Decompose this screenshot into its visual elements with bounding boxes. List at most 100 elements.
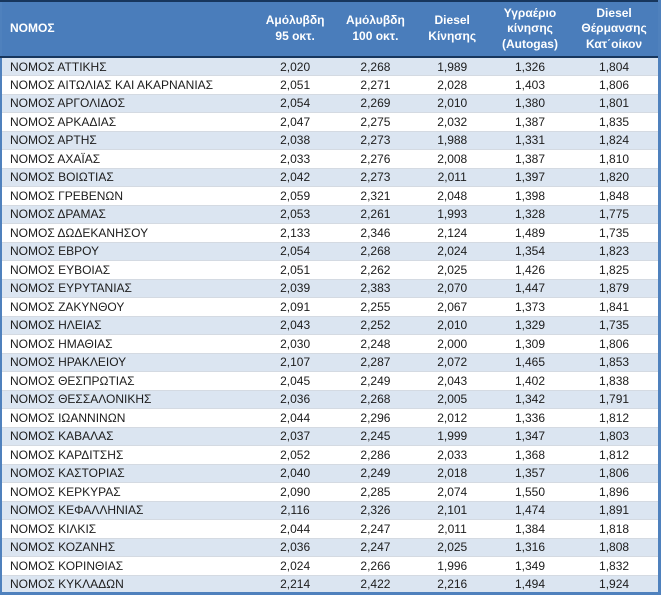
price-cell: 2,048 [414,186,490,206]
prefecture-name: ΝΟΜΟΣ ΙΩΑΝΝΙΝΩΝ [1,408,254,428]
price-cell: 2,266 [336,556,415,576]
table-body: ΝΟΜΟΣ ΑΤΤΙΚΗΣ 2,020 2,268 1,989 1,326 1,804 ΝΟ… [1,57,660,594]
price-cell: 1,380 [489,94,571,113]
table-row: ΝΟΜΟΣ ΕΒΡΟΥ 2,054 2,268 2,024 1,354 1,823 [1,242,660,261]
price-cell: 2,025 [414,538,490,557]
price-cell: 2,124 [414,223,490,243]
price-cell: 2,273 [336,131,415,150]
price-cell: 1,993 [414,205,490,224]
price-cell: 2,276 [336,149,415,169]
price-cell: 2,043 [253,316,337,335]
price-cell: 2,216 [414,575,490,594]
table-row: ΝΟΜΟΣ ΑΤΤΙΚΗΣ 2,020 2,268 1,989 1,326 1,804 [1,57,660,76]
price-cell: 1,489 [489,223,571,243]
price-cell: 2,214 [253,575,337,594]
price-cell: 1,823 [570,242,660,261]
price-cell: 2,025 [414,260,490,280]
price-cell: 1,384 [489,519,571,539]
table-row: ΝΟΜΟΣ ΖΑΚΥΝΘΟΥ 2,091 2,255 2,067 1,373 1,841 [1,297,660,317]
price-cell: 2,248 [336,334,415,354]
price-cell: 2,012 [414,408,490,428]
price-cell: 1,835 [570,112,660,132]
table-row: ΝΟΜΟΣ ΑΡΓΟΛΙΔΟΣ 2,054 2,269 2,010 1,380 1,801 [1,94,660,113]
table-row: ΝΟΜΟΣ ΗΛΕΙΑΣ 2,043 2,252 2,010 1,329 1,735 [1,316,660,335]
table-row: ΝΟΜΟΣ ΘΕΣΣΑΛΟΝΙΚΗΣ 2,036 2,268 2,005 1,342 1,… [1,390,660,409]
price-cell: 1,735 [570,223,660,243]
price-cell: 1,331 [489,131,571,150]
price-cell: 2,346 [336,223,415,243]
price-cell: 1,818 [570,519,660,539]
price-cell: 2,273 [336,168,415,187]
price-cell: 1,368 [489,445,571,465]
price-cell: 2,024 [414,242,490,261]
price-cell: 2,000 [414,334,490,354]
table-row: ΝΟΜΟΣ ΚΥΚΛΑΔΩΝ 2,214 2,422 2,216 1,494 1,924 [1,575,660,594]
column-header-5: Diesel Θέρμανσης Κατ΄οίκον [570,1,660,58]
price-cell: 2,285 [336,482,415,502]
table-row: ΝΟΜΟΣ ΚΑΒΑΛΑΣ 2,037 2,245 1,999 1,347 1,803 [1,427,660,446]
price-cell: 2,054 [253,242,337,261]
price-cell: 1,824 [570,131,660,150]
price-cell: 1,775 [570,205,660,224]
table-row: ΝΟΜΟΣ ΕΥΒΟΙΑΣ 2,051 2,262 2,025 1,426 1,825 [1,260,660,280]
price-cell: 2,052 [253,445,337,465]
price-cell: 2,252 [336,316,415,335]
table-row: ΝΟΜΟΣ ΔΡΑΜΑΣ 2,053 2,261 1,993 1,328 1,775 [1,205,660,224]
price-cell: 1,402 [489,371,571,391]
table-row: ΝΟΜΟΣ ΚΑΣΤΟΡΙΑΣ 2,040 2,249 2,018 1,357 1,806 [1,464,660,483]
price-cell: 1,342 [489,390,571,409]
price-cell: 2,261 [336,205,415,224]
table-row: ΝΟΜΟΣ ΙΩΑΝΝΙΝΩΝ 2,044 2,296 2,012 1,336 1,812 [1,408,660,428]
price-cell: 1,891 [570,501,660,520]
price-cell: 1,803 [570,427,660,446]
price-cell: 1,474 [489,501,571,520]
price-cell: 2,043 [414,371,490,391]
price-cell: 1,801 [570,94,660,113]
prefecture-name: ΝΟΜΟΣ ΗΡΑΚΛΕΙΟΥ [1,353,254,372]
column-header-1: Αμόλυβδη 95 οκτ. [253,1,337,58]
column-header-4: Υγραέριο κίνησης (Autogas) [489,1,571,58]
table-row: ΝΟΜΟΣ ΘΕΣΠΡΩΤΙΑΣ 2,045 2,249 2,043 1,402 1,83… [1,371,660,391]
price-cell: 2,133 [253,223,337,243]
table-row: ΝΟΜΟΣ ΔΩΔΕΚΑΝΗΣΟΥ 2,133 2,346 2,124 1,489 1,7… [1,223,660,243]
price-cell: 2,010 [414,316,490,335]
price-cell: 2,268 [336,390,415,409]
price-cell: 2,011 [414,519,490,539]
price-cell: 2,040 [253,464,337,483]
table-row: ΝΟΜΟΣ ΑΡΤΗΣ 2,038 2,273 1,988 1,331 1,824 [1,131,660,150]
prefecture-name: ΝΟΜΟΣ ΚΑΡΔΙΤΣΗΣ [1,445,254,465]
price-cell: 1,387 [489,149,571,169]
prefecture-name: ΝΟΜΟΣ ΗΜΑΘΙΑΣ [1,334,254,354]
prefecture-name: ΝΟΜΟΣ ΚΟΖΑΝΗΣ [1,538,254,557]
prefecture-name: ΝΟΜΟΣ ΕΒΡΟΥ [1,242,254,261]
price-cell: 2,090 [253,482,337,502]
table-row: ΝΟΜΟΣ ΚΟΡΙΝΘΙΑΣ 2,024 2,266 1,996 1,349 1,832 [1,556,660,576]
price-cell: 1,403 [489,75,571,95]
price-cell: 1,373 [489,297,571,317]
prefecture-name: ΝΟΜΟΣ ΔΩΔΕΚΑΝΗΣΟΥ [1,223,254,243]
price-cell: 1,347 [489,427,571,446]
price-cell: 2,091 [253,297,337,317]
price-cell: 1,328 [489,205,571,224]
price-cell: 2,262 [336,260,415,280]
price-cell: 1,820 [570,168,660,187]
price-cell: 1,397 [489,168,571,187]
price-cell: 2,070 [414,279,490,298]
price-cell: 1,791 [570,390,660,409]
price-cell: 2,245 [336,427,415,446]
price-cell: 1,804 [570,57,660,76]
price-cell: 1,841 [570,297,660,317]
price-cell: 2,101 [414,501,490,520]
price-cell: 2,044 [253,519,337,539]
table-row: ΝΟΜΟΣ ΑΧΑΪΑΣ 2,033 2,276 2,008 1,387 1,810 [1,149,660,169]
price-cell: 1,550 [489,482,571,502]
price-cell: 1,812 [570,445,660,465]
price-cell: 2,051 [253,260,337,280]
table-header-row: ΝΟΜΟΣ Αμόλυβδη 95 οκτ. Αμόλυβδη 100 οκτ. Di… [1,1,660,58]
price-cell: 1,810 [570,149,660,169]
price-cell: 1,812 [570,408,660,428]
column-header-2: Αμόλυβδη 100 οκτ. [336,1,415,58]
prefecture-name: ΝΟΜΟΣ ΘΕΣΣΑΛΟΝΙΚΗΣ [1,390,254,409]
prefecture-name: ΝΟΜΟΣ ΚΥΚΛΑΔΩΝ [1,575,254,594]
